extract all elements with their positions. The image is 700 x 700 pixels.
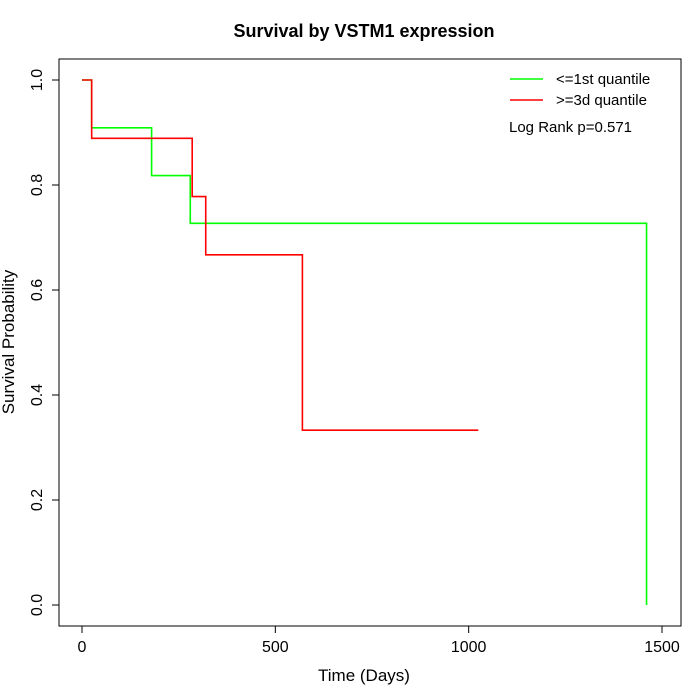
- y-axis: 0.0 0.2 0.4 0.6 0.8 1.0: [29, 69, 60, 616]
- x-tick-label: 1500: [644, 639, 680, 656]
- log-rank-annotation: Log Rank p=0.571: [509, 119, 632, 136]
- y-axis-label: Survival Probability: [0, 269, 18, 414]
- x-axis: 0 500 1000 1500: [78, 625, 680, 656]
- x-axis-label: Time (Days): [318, 666, 410, 685]
- chart-title: Survival by VSTM1 expression: [233, 21, 494, 41]
- legend-label-1: <=1st quantile: [556, 71, 650, 88]
- y-tick-label: 0.4: [29, 384, 46, 406]
- x-tick-label: 500: [262, 639, 289, 656]
- series-line-2: [82, 79, 479, 431]
- y-tick-label: 0.2: [29, 489, 46, 511]
- series-layer: [82, 79, 648, 605]
- y-tick-label: 0.6: [29, 279, 46, 301]
- y-tick-label: 0.8: [29, 174, 46, 196]
- series-line-1: [82, 79, 648, 605]
- x-tick-label: 1000: [451, 639, 487, 656]
- legend: <=1st quantile >=3d quantile: [510, 71, 650, 109]
- legend-label-2: >=3d quantile: [556, 92, 647, 109]
- x-tick-label: 0: [78, 639, 87, 656]
- y-tick-label: 1.0: [29, 69, 46, 91]
- y-tick-label: 0.0: [29, 594, 46, 616]
